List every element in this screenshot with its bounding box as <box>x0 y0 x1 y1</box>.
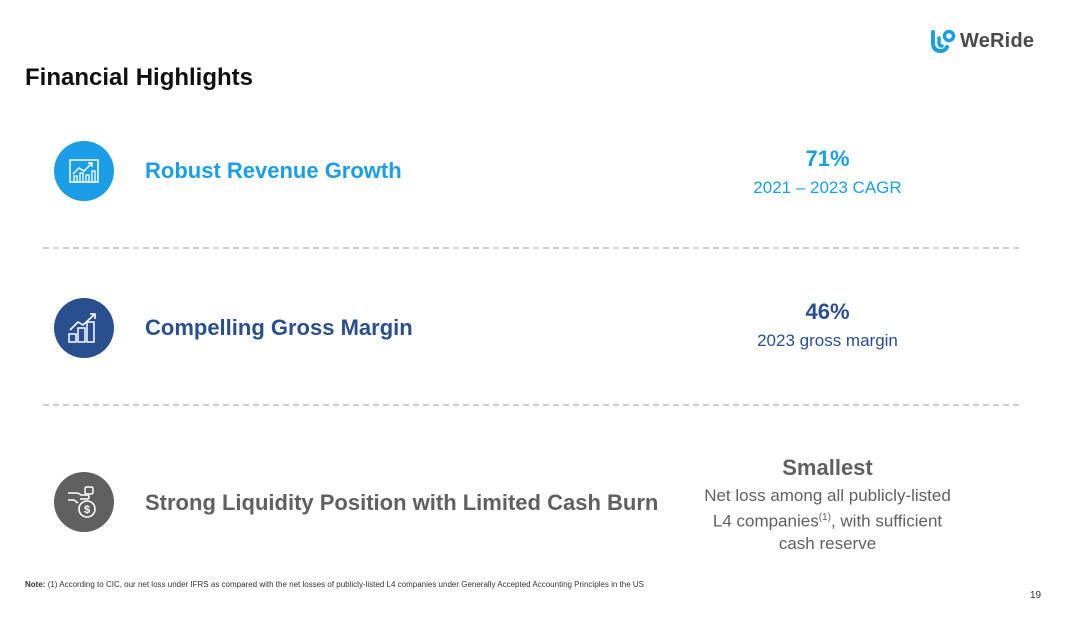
metric-caption: 2023 gross margin <box>757 331 898 350</box>
highlight-label: Robust Revenue Growth <box>145 158 402 183</box>
metric-caption: Net loss among all publicly-listed L4 co… <box>680 485 975 555</box>
section-divider <box>43 247 1019 249</box>
metric-value: Smallest <box>782 455 873 480</box>
metric-value: 71% <box>805 146 850 171</box>
weride-logo: WeRide <box>930 28 1034 54</box>
money-hand-icon: $ <box>54 472 114 532</box>
page-title: Financial Highlights <box>25 64 254 91</box>
metric-value: 46% <box>805 299 850 324</box>
footnote-text: (1) According to CIC, our net loss under… <box>47 580 644 589</box>
section-divider <box>43 404 1019 406</box>
footnote: Note: (1) According to CIC, our net loss… <box>25 580 644 589</box>
highlight-metric-block: 46% 2023 gross margin <box>680 299 975 351</box>
highlight-metric-block: Smallest Net loss among all publicly-lis… <box>680 455 975 555</box>
metric-caption-line: Net loss among all publicly-listed <box>704 486 951 505</box>
metric-caption: 2021 – 2023 CAGR <box>753 178 902 197</box>
metric-caption-line: cash reserve <box>778 533 877 553</box>
highlight-metric-block: 71% 2021 – 2023 CAGR <box>680 146 975 198</box>
highlight-label: Compelling Gross Margin <box>145 315 413 340</box>
highlight-label: Strong Liquidity Position with Limited C… <box>145 490 659 515</box>
footnote-prefix: Note: <box>25 580 46 589</box>
weride-logo-icon <box>931 29 956 54</box>
footnote-marker: (1) <box>818 512 831 523</box>
chart-growth-icon <box>54 141 114 201</box>
metric-caption-line: , with sufficient <box>830 511 943 531</box>
metric-caption-line: L4 companies <box>712 511 819 531</box>
bar-trend-icon <box>54 298 114 358</box>
svg-text:$: $ <box>84 504 90 516</box>
page-number: 19 <box>1030 590 1042 601</box>
brand-name: WeRide <box>960 29 1035 52</box>
